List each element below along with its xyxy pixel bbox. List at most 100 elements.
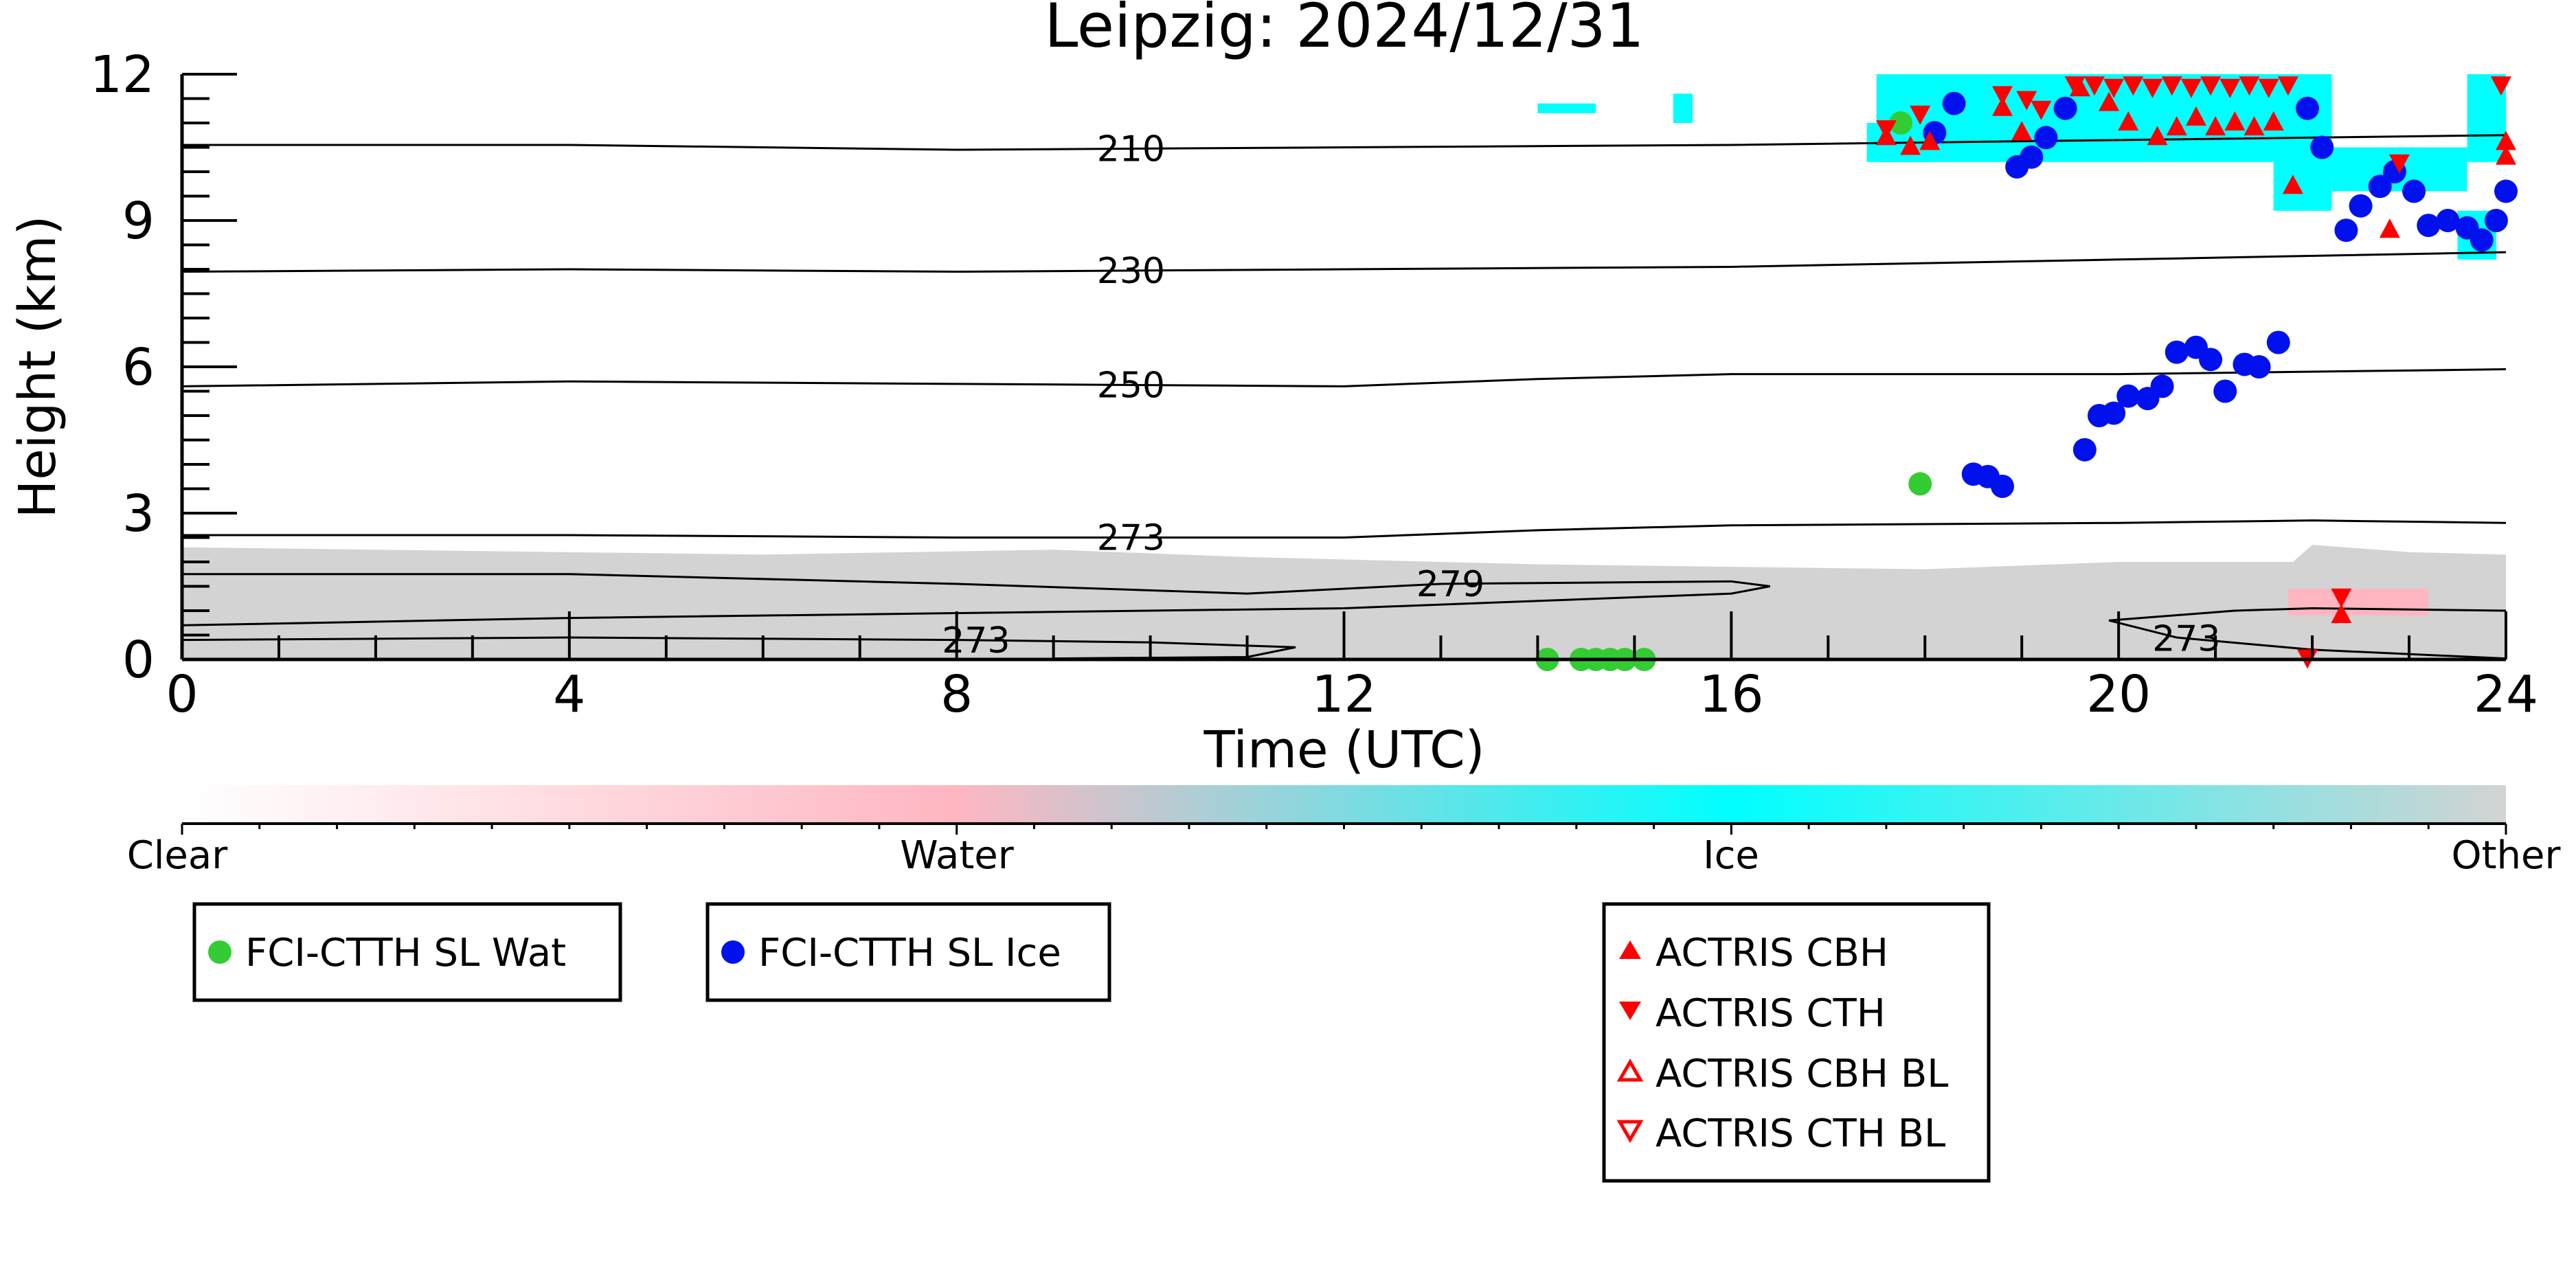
- actris-cbh-point: [2185, 106, 2206, 126]
- actris-cbh-point: [2166, 116, 2187, 136]
- y-tick-label: 6: [122, 338, 155, 397]
- ice-region: [1537, 103, 1596, 113]
- contour-label: 273: [2152, 618, 2220, 659]
- y-tick-label: 9: [122, 192, 155, 251]
- x-tick-label: 20: [2086, 665, 2151, 724]
- y-tick-label: 12: [90, 45, 155, 104]
- data-points: [1535, 76, 2518, 671]
- legend-marker-actris-cth-bl: [1616, 1120, 1644, 1144]
- other-region: [182, 545, 2506, 659]
- actris-cth-point: [2239, 76, 2260, 96]
- actris-cbh-point: [2224, 111, 2246, 131]
- actris-cbh-point: [1992, 96, 2013, 116]
- y-tick-label: 0: [122, 631, 155, 690]
- fci-ctth-sl-ice-point: [2213, 379, 2237, 403]
- legend-label-actris-cth-bl: ACTRIS CTH BL: [1656, 1111, 1945, 1156]
- contour-label: 230: [1097, 251, 1165, 292]
- legend-label-fci-wat: FCI-CTTH SL Wat: [245, 931, 566, 975]
- fci-ctth-sl-ice-point: [2334, 218, 2358, 242]
- contour-label: 250: [1097, 365, 1165, 406]
- actris-cth-point: [1910, 105, 1931, 125]
- fci-ctth-sl-ice-point: [2165, 340, 2189, 364]
- fci-ctth-sl-ice-point: [2484, 209, 2508, 232]
- actris-cbh-point: [1900, 135, 1921, 155]
- colorbar-label-clear: Clear: [127, 833, 228, 878]
- fci-ctth-sl-ice-point: [2436, 209, 2460, 232]
- actris-cbh-point: [2331, 604, 2352, 624]
- actris-cth-point: [2123, 76, 2144, 96]
- actris-cth-point: [2258, 78, 2279, 98]
- water-region: [2287, 589, 2429, 616]
- actris-cth-point: [2064, 76, 2086, 96]
- actris-cth-point: [2490, 76, 2511, 96]
- colorbar-label-water: Water: [900, 833, 1015, 878]
- x-tick-label: 8: [940, 665, 973, 724]
- colorbar-ticks: [181, 822, 2507, 835]
- axes: 0 4 8 12 16 20 24 0 3 6 9 12: [90, 45, 2538, 724]
- legend-label-actris-cth: ACTRIS CTH: [1656, 991, 1886, 1036]
- x-tick-label: 24: [2474, 665, 2538, 724]
- contour-line: [182, 519, 2506, 539]
- fci-ctth-sl-ice-point: [2296, 96, 2320, 120]
- fci-ctth-sl-ice-point: [1991, 474, 2015, 498]
- actris-cth-point: [2277, 76, 2298, 96]
- contour-label: 273: [1097, 518, 1165, 559]
- fci-ctth-sl-ice-point: [2072, 438, 2097, 462]
- fci-ctth-sl-ice-point: [2470, 228, 2494, 252]
- legend-fci-wat: FCI-CTTH SL Wat: [192, 902, 622, 1002]
- actris-cbh-point: [2379, 218, 2400, 238]
- actris-cth-point: [2031, 100, 2052, 120]
- colorbar-gradient: [182, 785, 2506, 824]
- actris-cbh-point: [2011, 121, 2033, 141]
- x-tick-label: 12: [1311, 665, 1376, 724]
- contour-line: [182, 573, 1770, 626]
- contour-line: [182, 368, 2506, 387]
- x-axis-title: Time (UTC): [1203, 721, 1484, 780]
- colorbar: Clear Water Ice Other: [127, 785, 2561, 878]
- fci-ctth-sl-ice-point: [2053, 96, 2077, 120]
- legend-marker-actris-cbh: [1619, 940, 1641, 959]
- contour-label: 210: [1097, 128, 1165, 170]
- legend-marker-actris-cth: [1619, 1002, 1641, 1020]
- fci-ctth-sl-ice-point: [2034, 126, 2058, 150]
- fci-ctth-sl-ice-point: [2494, 179, 2518, 203]
- contour-line: [182, 251, 2506, 273]
- fci-ctth-sl-ice-point: [2349, 194, 2373, 218]
- fci-ctth-sl-ice-point: [2266, 330, 2290, 354]
- actris-cbh-point: [2282, 174, 2303, 194]
- legend-label-fci-ice: FCI-CTTH SL Ice: [758, 931, 1061, 975]
- legend-marker-fci-wat: [208, 940, 231, 964]
- actris-cbh-point: [2263, 111, 2284, 131]
- fci-ctth-sl-wat-point: [1908, 472, 1932, 496]
- fci-ctth-sl-ice-point: [1942, 91, 1966, 115]
- x-tick-label: 4: [553, 665, 585, 724]
- actris-cth-point: [2083, 76, 2105, 96]
- fci-ctth-sl-ice-point: [2020, 145, 2044, 169]
- actris-cbh-point: [2244, 116, 2265, 136]
- actris-cth-point: [2388, 154, 2410, 174]
- legend-label-actris-cbh-bl: ACTRIS CBH BL: [1656, 1052, 1948, 1096]
- legend-marker-fci-ice: [721, 940, 745, 964]
- contour-line: [182, 134, 2506, 151]
- fci-ctth-sl-ice-point: [2368, 174, 2392, 199]
- ice-region: [1673, 93, 1693, 123]
- fci-ctth-sl-ice-point: [2402, 179, 2426, 203]
- fci-ctth-sl-ice-point: [2247, 355, 2271, 379]
- chart-title: Leipzig: 2024/12/31: [1044, 0, 1644, 61]
- actris-cbh-point: [2496, 131, 2516, 150]
- fci-ctth-sl-ice-point: [2310, 135, 2334, 159]
- colorbar-label-ice: Ice: [1703, 833, 1759, 878]
- fci-ctth-sl-ice-point: [2199, 348, 2223, 372]
- actris-cbh-point: [2496, 145, 2516, 165]
- actris-cth-point: [2200, 76, 2222, 96]
- fci-ctth-sl-wat-point: [1889, 111, 1913, 135]
- actris-cth-point: [2331, 588, 2352, 608]
- actris-cth-point: [2180, 78, 2202, 98]
- x-tick-label: 0: [166, 665, 198, 724]
- actris-cbh-point: [1919, 131, 1941, 150]
- legend-label-actris-cbh: ACTRIS CBH: [1656, 931, 1888, 975]
- actris-cth-point: [2161, 76, 2182, 96]
- y-axis-title: Height (km): [8, 216, 67, 519]
- x-tick-label: 16: [1699, 665, 1763, 724]
- fci-ctth-sl-ice-point: [2116, 384, 2140, 408]
